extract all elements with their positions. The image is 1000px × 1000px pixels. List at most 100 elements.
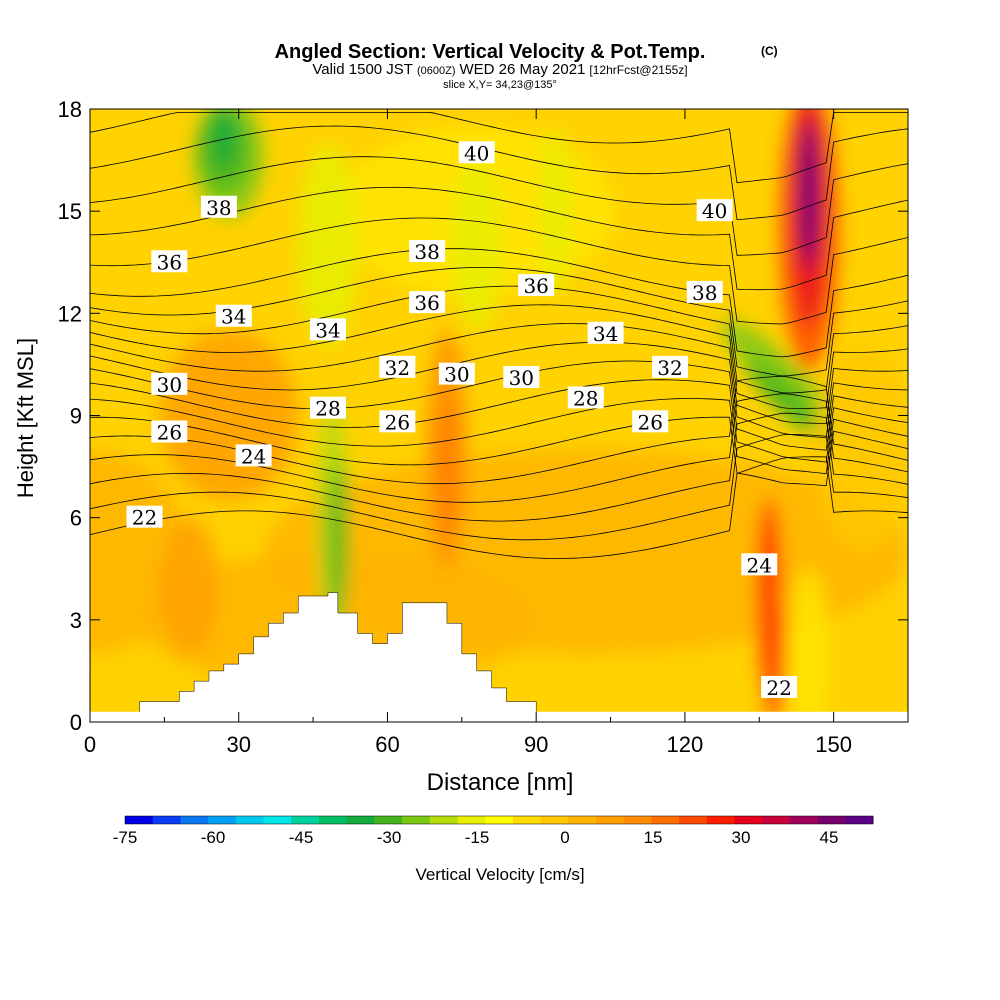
colorbar-tick-label: 30 [732, 828, 751, 847]
contour-label: 30 [151, 372, 188, 397]
contour-label: 34 [215, 304, 252, 329]
svg-text:38: 38 [206, 196, 231, 220]
svg-text:40: 40 [464, 141, 489, 165]
colorbar-tick-label: -60 [201, 828, 226, 847]
contour-label: 22 [761, 675, 798, 700]
contour-label: 26 [151, 420, 188, 445]
colorbar-tick-label: -15 [465, 828, 490, 847]
x-tick-label: 120 [667, 732, 704, 757]
svg-text:36: 36 [523, 274, 548, 298]
colorbar-swatch [845, 816, 874, 824]
isentrope-line [90, 360, 908, 451]
isentrope-line [90, 433, 908, 541]
contour-label: 22 [126, 505, 163, 530]
colorbar-tick-label: -45 [289, 828, 314, 847]
colorbar-swatch [789, 816, 819, 824]
svg-text:38: 38 [692, 281, 717, 305]
colorbar-tick-label: 0 [560, 828, 569, 847]
isentrope-line [90, 412, 908, 522]
colorbar-swatch [402, 816, 431, 824]
x-tick-label: 0 [84, 732, 96, 757]
svg-text:40: 40 [702, 199, 727, 223]
colorbar-tick-label: 45 [820, 828, 839, 847]
contour-label: 30 [503, 366, 540, 390]
colorbar-swatch [540, 816, 569, 824]
svg-text:24: 24 [241, 444, 266, 468]
contour-label: 38 [200, 195, 237, 220]
colorbar-label: Vertical Velocity [cm/s] [415, 865, 584, 884]
y-tick-label: 3 [70, 608, 82, 633]
svg-text:36: 36 [157, 250, 182, 274]
contour-label: 36 [151, 250, 188, 274]
colorbar-swatch [318, 816, 348, 824]
slice-info: slice X,Y= 34,23@135° [443, 79, 557, 91]
terrain [139, 592, 537, 722]
contour-label: 24 [741, 553, 778, 577]
svg-text:30: 30 [157, 373, 182, 397]
contour-label: 26 [632, 410, 669, 434]
colorbar-swatch [623, 816, 652, 824]
isentrope-line [90, 304, 908, 409]
contour-label: 36 [409, 291, 446, 315]
copyright-mark: (C) [761, 44, 778, 58]
svg-text:38: 38 [414, 240, 439, 264]
y-axis-label: Height [Kft MSL] [13, 338, 38, 498]
isentrope-line [90, 323, 908, 424]
contour-label: 32 [652, 355, 689, 380]
svg-text:34: 34 [221, 305, 246, 329]
svg-text:34: 34 [315, 318, 340, 342]
isentrope-line [90, 285, 908, 394]
colorbar-swatch [817, 816, 846, 824]
isentrope-line [90, 217, 908, 325]
colorbar-tick-label: -75 [113, 828, 138, 847]
isentrope-line [90, 398, 908, 475]
svg-text:34: 34 [593, 322, 618, 346]
contour-label: 24 [235, 444, 272, 468]
contour-label: 38 [686, 280, 723, 305]
colorbar-swatch [346, 816, 375, 824]
colorbar-swatch [374, 816, 403, 824]
isentrope-line [90, 156, 908, 256]
colorbar-swatch [734, 816, 763, 824]
subtitle-valid: Valid 1500 JST [312, 61, 413, 78]
colorbar-swatch [679, 816, 708, 824]
subtitle-fcst: [12hrFcst@2155z] [589, 63, 687, 77]
svg-text:22: 22 [132, 506, 157, 530]
svg-text:32: 32 [385, 356, 410, 380]
colorbar-swatch [568, 816, 597, 824]
colorbar-swatch [512, 816, 542, 824]
contour-label: 40 [696, 199, 733, 223]
chart-subtitle: Valid 1500 JST (0600Z) WED 26 May 2021 [12h… [312, 61, 687, 78]
colorbar-swatch [291, 816, 320, 824]
x-tick-label: 60 [375, 732, 399, 757]
isentrope-line [90, 456, 908, 559]
contour-label: 34 [587, 321, 624, 346]
y-tick-label: 15 [58, 199, 82, 224]
svg-text:30: 30 [444, 363, 469, 387]
y-tick-label: 12 [58, 301, 82, 326]
contour-label: 28 [309, 396, 346, 421]
colorbar-tick-label: -30 [377, 828, 402, 847]
x-tick-label: 150 [815, 732, 852, 757]
isentrope-line [90, 393, 908, 503]
colorbar-swatch [235, 816, 265, 824]
contour-label: 40 [458, 141, 495, 165]
subtitle-date: WED 26 May 2021 [460, 61, 586, 78]
svg-text:26: 26 [385, 410, 410, 434]
subtitle-utc: (0600Z) [417, 65, 456, 77]
svg-text:24: 24 [747, 553, 772, 577]
colorbar-swatch [180, 816, 209, 824]
isentrope-line [90, 112, 908, 184]
colorbar-swatch [651, 816, 680, 824]
contour-label: 26 [379, 410, 416, 434]
svg-text:26: 26 [637, 410, 662, 434]
colorbar-swatch [208, 816, 237, 824]
x-axis-label: Distance [nm] [427, 769, 574, 796]
svg-text:32: 32 [657, 356, 682, 380]
colorbar-swatch [263, 816, 292, 824]
chart-title: Angled Section: Vertical Velocity & Pot.… [275, 41, 706, 63]
isentrope-line [90, 125, 908, 221]
contour-label: 36 [518, 274, 555, 298]
svg-text:28: 28 [573, 386, 598, 410]
